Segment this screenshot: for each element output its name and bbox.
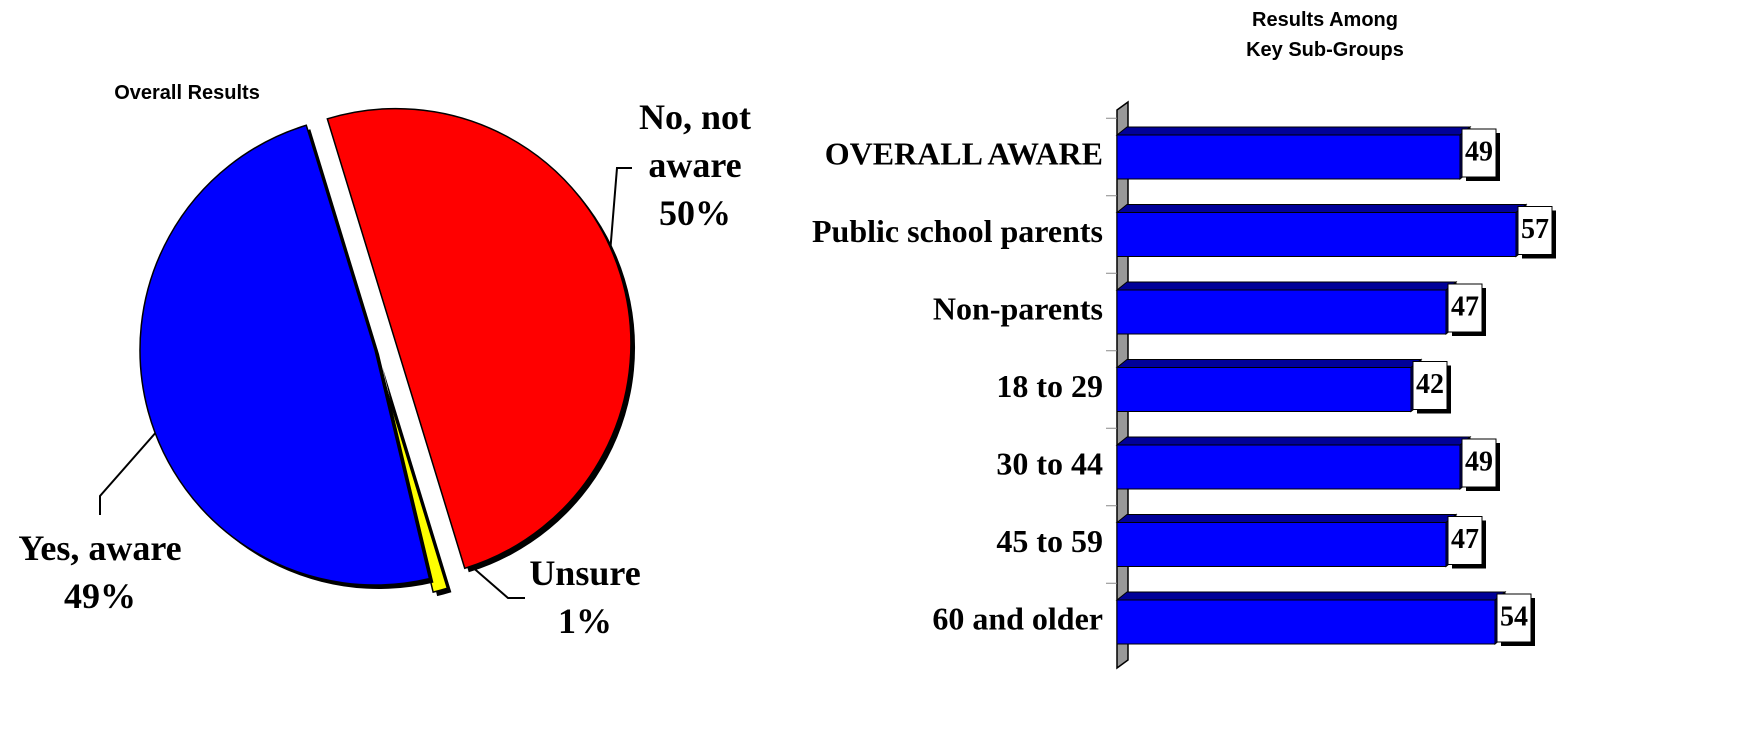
slice-label: Yes, aware 49% [0,524,210,620]
slice-name: Unsure [529,553,641,593]
slice-name: Yes, aware [18,528,182,568]
slice-label: No, not aware 50% [620,93,770,237]
category-label: OVERALL AWARE [825,135,1103,171]
value-box [1461,128,1497,178]
value-label: 42 [1416,369,1444,400]
bar-top [1115,591,1507,601]
value-box [1461,438,1497,488]
value-label: 54 [1500,601,1528,632]
value-box [1447,283,1483,333]
slice [377,363,449,594]
value-label: 47 [1451,524,1479,555]
value-box [1447,516,1483,565]
leader-line [99,429,159,515]
value-label: 49 [1465,136,1493,167]
value-box [1517,206,1553,255]
slice [326,107,632,570]
slice [139,124,431,586]
category-label: Public school parents [812,213,1103,249]
bar-title: Results Among Key Sub-Groups [1246,9,1404,61]
bar [1116,444,1461,490]
value-box [1496,593,1532,643]
bar-top [1115,281,1458,291]
slice-name: No, not aware [638,97,751,185]
value-label: 47 [1451,291,1479,322]
category-label: 45 to 59 [996,523,1103,559]
bar [1116,522,1447,567]
bar [1116,599,1496,645]
slice-value: 49% [64,576,136,616]
category-label: 18 to 29 [996,368,1103,404]
bar-top [1115,126,1472,136]
bar [1116,212,1517,257]
bar-top [1115,359,1423,368]
category-label: 60 and older [932,600,1103,636]
leader-line [469,564,525,599]
slice-shadow [382,367,452,597]
bar [1116,289,1447,335]
value-label: 57 [1521,214,1549,245]
pie-title: Overall Results [114,82,260,104]
bar [1116,134,1461,180]
slice-value: 1% [558,601,612,641]
category-label: Non-parents [933,290,1103,326]
bar-top [1115,204,1528,213]
bar-top [1115,514,1458,523]
bar [1116,367,1412,412]
bar-top [1115,436,1472,446]
slice-label: Unsure 1% [520,549,650,645]
value-box [1412,361,1448,410]
category-label: 30 to 44 [996,445,1103,481]
value-label: 49 [1465,446,1493,477]
slice-value: 50% [659,193,731,233]
